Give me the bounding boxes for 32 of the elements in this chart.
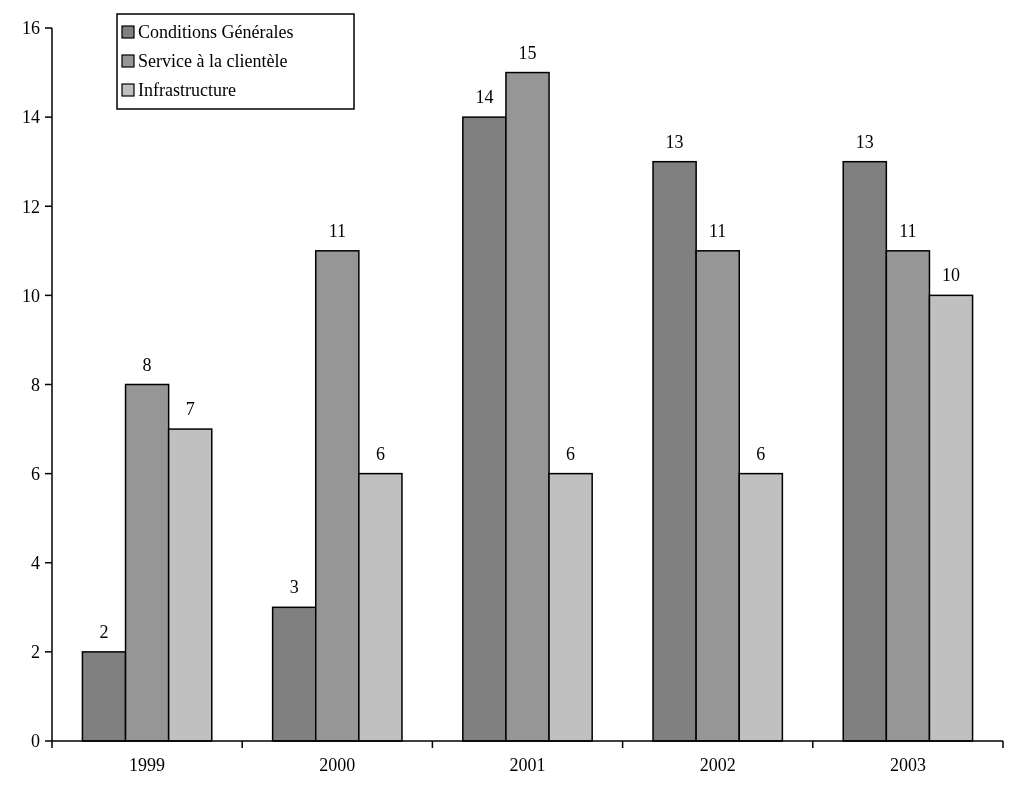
data-label: 14	[475, 87, 494, 108]
data-label: 11	[899, 220, 917, 241]
data-label: 8	[142, 354, 152, 375]
x-tick-label: 2002	[699, 755, 736, 775]
data-label: 6	[566, 443, 576, 464]
data-label: 10	[942, 265, 961, 286]
y-tick-label: 8	[31, 374, 40, 395]
y-tick-label: 16	[22, 18, 40, 39]
y-tick-label: 14	[22, 107, 40, 128]
y-tick-label: 10	[22, 285, 40, 306]
y-tick-label: 0	[31, 731, 40, 752]
data-label: 2	[99, 621, 109, 642]
y-tick-label: 4	[31, 553, 40, 574]
data-label: 13	[855, 131, 874, 152]
data-label: 15	[518, 42, 537, 63]
data-label: 6	[756, 443, 766, 464]
data-label: 7	[185, 399, 195, 420]
data-label: 11	[709, 220, 727, 241]
data-label: 13	[665, 131, 684, 152]
x-tick-label: 2000	[319, 755, 356, 775]
x-tick-label: 2003	[889, 755, 926, 775]
legend-label: Conditions Générales	[138, 22, 294, 43]
y-tick-label: 2	[31, 642, 40, 663]
data-label: 11	[328, 220, 346, 241]
data-label: 6	[375, 443, 385, 464]
legend-label: Infrastructure	[138, 80, 236, 101]
data-label: 3	[289, 577, 299, 598]
y-tick-label: 6	[31, 463, 40, 484]
x-tick-label: 1999	[129, 755, 166, 775]
legend-label: Service à la clientèle	[138, 51, 288, 72]
y-tick-label: 12	[22, 196, 40, 217]
x-tick-label: 2001	[509, 755, 546, 775]
